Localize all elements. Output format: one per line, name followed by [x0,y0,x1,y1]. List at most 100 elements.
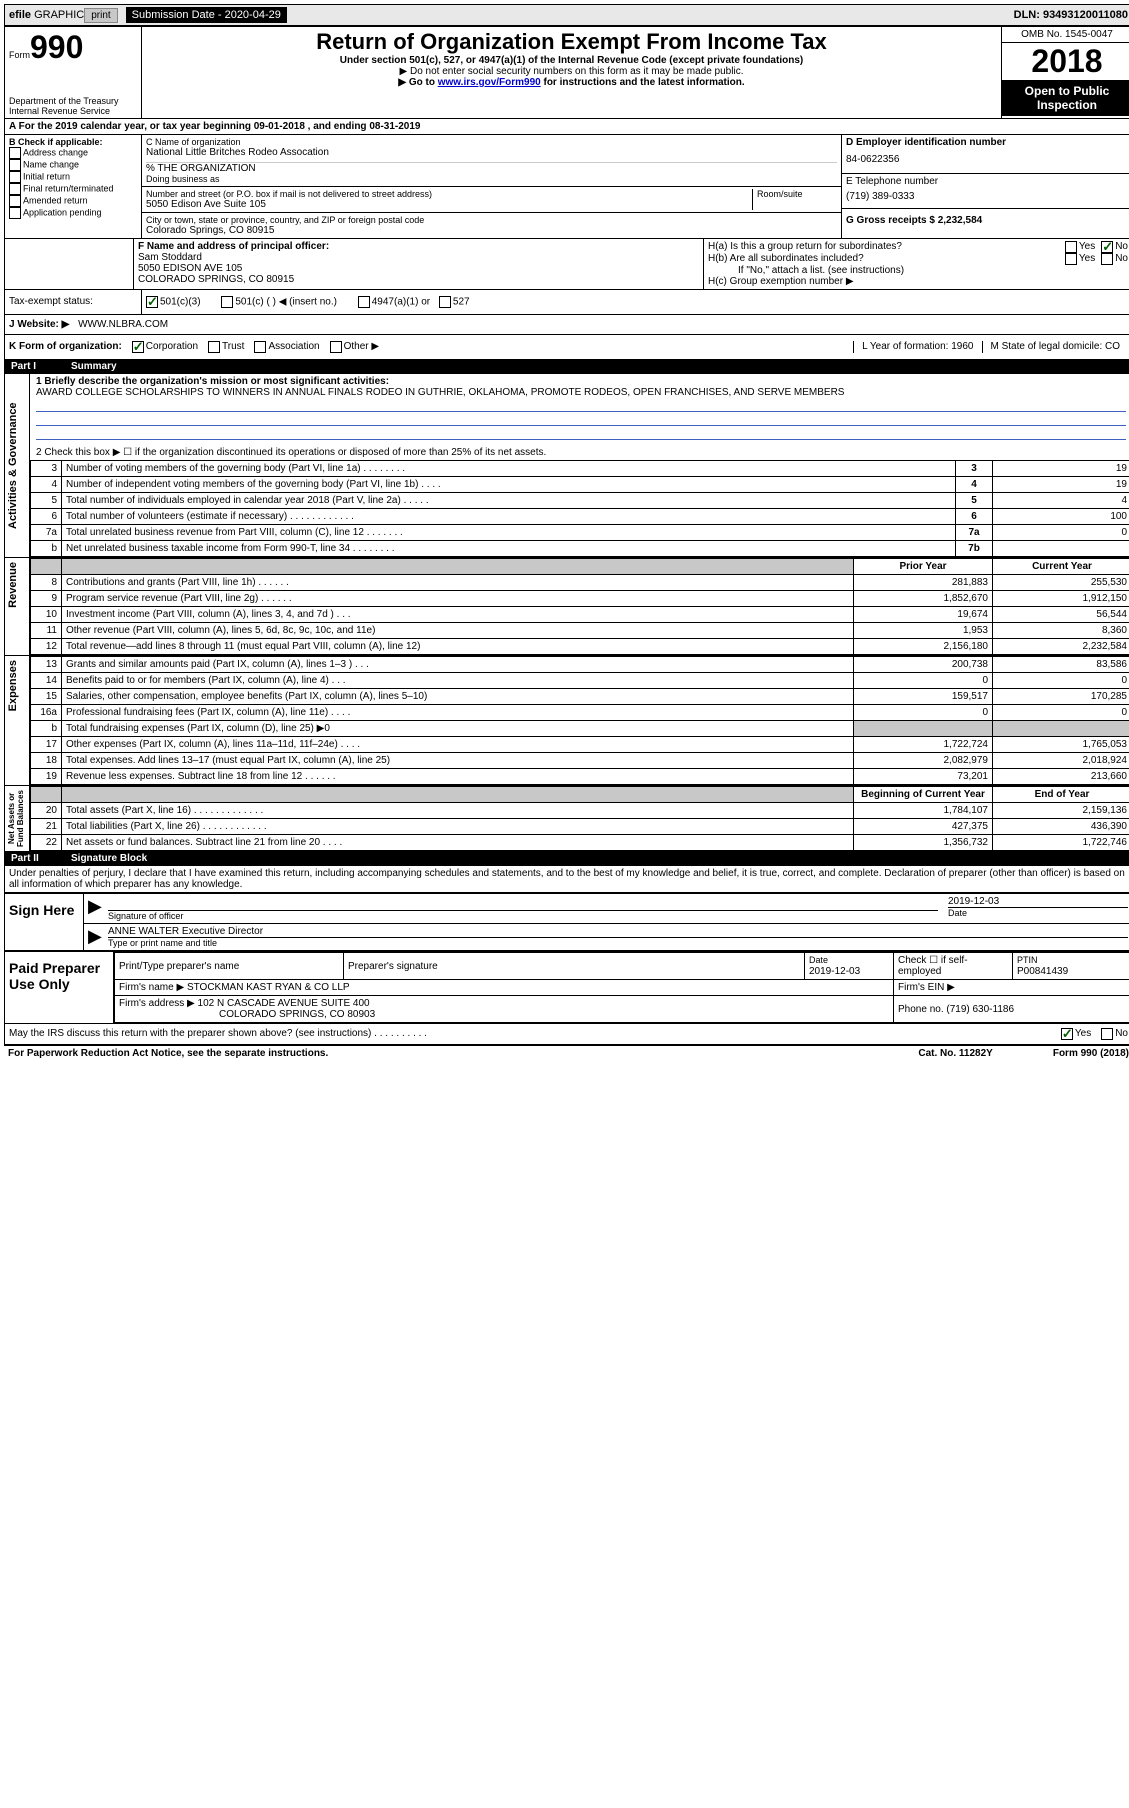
row-num: 5 [31,493,62,509]
dba-label: Doing business as [146,174,837,184]
ha-label: H(a) Is this a group return for subordin… [708,241,1065,253]
row-label: Total number of individuals employed in … [62,493,956,509]
exp-section: Expenses 13 Grants and similar amounts p… [5,655,1129,785]
row-current: 2,159,136 [993,803,1129,819]
row-label: Total liabilities (Part X, line 26) . . … [62,819,854,835]
firm-ein-label: Firm's EIN ▶ [894,980,1129,996]
row-label: Other expenses (Part IX, column (A), lin… [62,737,854,753]
cb-pending[interactable] [9,207,21,219]
row-prior: 1,784,107 [854,803,993,819]
irs-link[interactable]: www.irs.gov/Form990 [438,77,541,88]
penalty-text: Under penalties of perjury, I declare th… [5,866,1129,892]
form-number: 990 [30,29,83,65]
form-title: Return of Organization Exempt From Incom… [148,29,995,55]
q1-label: 1 Briefly describe the organization's mi… [36,376,1126,387]
row-prior: 159,517 [854,689,993,705]
row-current: 83,586 [993,657,1129,673]
firm-addr1: 102 N CASCADE AVENUE SUITE 400 [198,998,370,1009]
line-klm: K Form of organization: Corporation Trus… [5,334,1129,359]
row-num: 17 [31,737,62,753]
f-label: F Name and address of principal officer: [138,241,699,252]
cb-other[interactable] [330,341,342,353]
row-num: 4 [31,477,62,493]
row-val: 4 [993,493,1129,509]
addr-label: Number and street (or P.O. box if mail i… [146,189,752,199]
sig-name: ANNE WALTER Executive Director [108,926,1128,938]
row-current: 56,544 [993,607,1129,623]
cb-hb-no[interactable] [1101,253,1113,265]
form-prefix: Form [9,50,30,60]
ptin: P00841439 [1017,966,1068,977]
row-val: 19 [993,477,1129,493]
row-prior: 1,953 [854,623,993,639]
efile-label: efile GRAPHIC [9,9,84,21]
row-current: 213,660 [993,769,1129,785]
row-num: 11 [31,623,62,639]
row-label: Total unrelated business revenue from Pa… [62,525,956,541]
cb-ha-no[interactable] [1101,241,1113,253]
row-num: 12 [31,639,62,655]
cb-527[interactable] [439,296,451,308]
row-num: 20 [31,803,62,819]
row-box: 5 [956,493,993,509]
row-label: Number of independent voting members of … [62,477,956,493]
ein: 84-0622356 [846,148,1128,171]
rev-section: Revenue Prior Year Current Year8 Contrib… [5,557,1129,655]
row-num: 22 [31,835,62,851]
row-prior: 0 [854,705,993,721]
cb-assoc[interactable] [254,341,266,353]
cb-ha-yes[interactable] [1065,241,1077,253]
cb-501c3[interactable] [146,296,158,308]
cb-final[interactable] [9,183,21,195]
cb-501c[interactable] [221,296,233,308]
officer-addr1: 5050 EDISON AVE 105 [138,263,699,274]
row-prior: 2,156,180 [854,639,993,655]
cb-discuss-yes[interactable] [1061,1028,1073,1040]
sign-here-label: Sign Here [5,894,84,950]
website-row: J Website: ▶ WWW.NLBRA.COM [5,314,1129,334]
cb-corp[interactable] [132,341,144,353]
tax-status-row: Tax-exempt status: 501(c)(3) 501(c) ( ) … [5,289,1129,314]
cb-amended[interactable] [9,195,21,207]
cb-discuss-no[interactable] [1101,1028,1113,1040]
row-label: Net unrelated business taxable income fr… [62,541,956,557]
website-value: WWW.NLBRA.COM [78,319,168,330]
row-current: 1,912,150 [993,591,1129,607]
firm-addr2: COLORADO SPRINGS, CO 80903 [119,1009,375,1020]
street: 5050 Edison Ave Suite 105 [146,199,752,210]
officer-addr2: COLORADO SPRINGS, CO 80915 [138,274,699,285]
row-prior: 73,201 [854,769,993,785]
row-label: Program service revenue (Part VIII, line… [62,591,854,607]
row-prior: 427,375 [854,819,993,835]
footer: For Paperwork Reduction Act Notice, see … [4,1045,1129,1061]
row-current: 436,390 [993,819,1129,835]
row-prior: 1,852,670 [854,591,993,607]
cb-trust[interactable] [208,341,220,353]
cb-initial[interactable] [9,171,21,183]
firm-phone: Phone no. (719) 630-1186 [894,996,1129,1023]
c-label: C Name of organization [146,137,837,147]
cb-address-change[interactable] [9,147,21,159]
firm-name: STOCKMAN KAST RYAN & CO LLP [187,982,350,993]
block-fh: F Name and address of principal officer:… [5,238,1129,289]
open-public: Open to Public Inspection [1002,80,1129,116]
row-box: 3 [956,461,993,477]
rev-table: Prior Year Current Year8 Contributions a… [30,558,1129,655]
row-num: 10 [31,607,62,623]
row-current: 8,360 [993,623,1129,639]
org-name: National Little Britches Rodeo Assocatio… [146,147,837,158]
b-label: B Check if applicable: [9,137,137,147]
row-num: 15 [31,689,62,705]
part1-header: Part I Summary [5,359,1129,374]
cb-name-change[interactable] [9,159,21,171]
sign-block: Sign Here ▶ Signature of officer 2019-12… [5,892,1129,950]
topbar: efile GRAPHIC print Submission Date - 20… [4,4,1129,26]
row-label: Net assets or fund balances. Subtract li… [62,835,854,851]
row-val: 100 [993,509,1129,525]
header: Form990 Department of the Treasury Inter… [5,27,1129,118]
cb-4947[interactable] [358,296,370,308]
cb-hb-yes[interactable] [1065,253,1077,265]
print-button[interactable]: print [84,8,117,23]
city-label: City or town, state or province, country… [146,215,837,225]
row-label: Total number of volunteers (estimate if … [62,509,956,525]
